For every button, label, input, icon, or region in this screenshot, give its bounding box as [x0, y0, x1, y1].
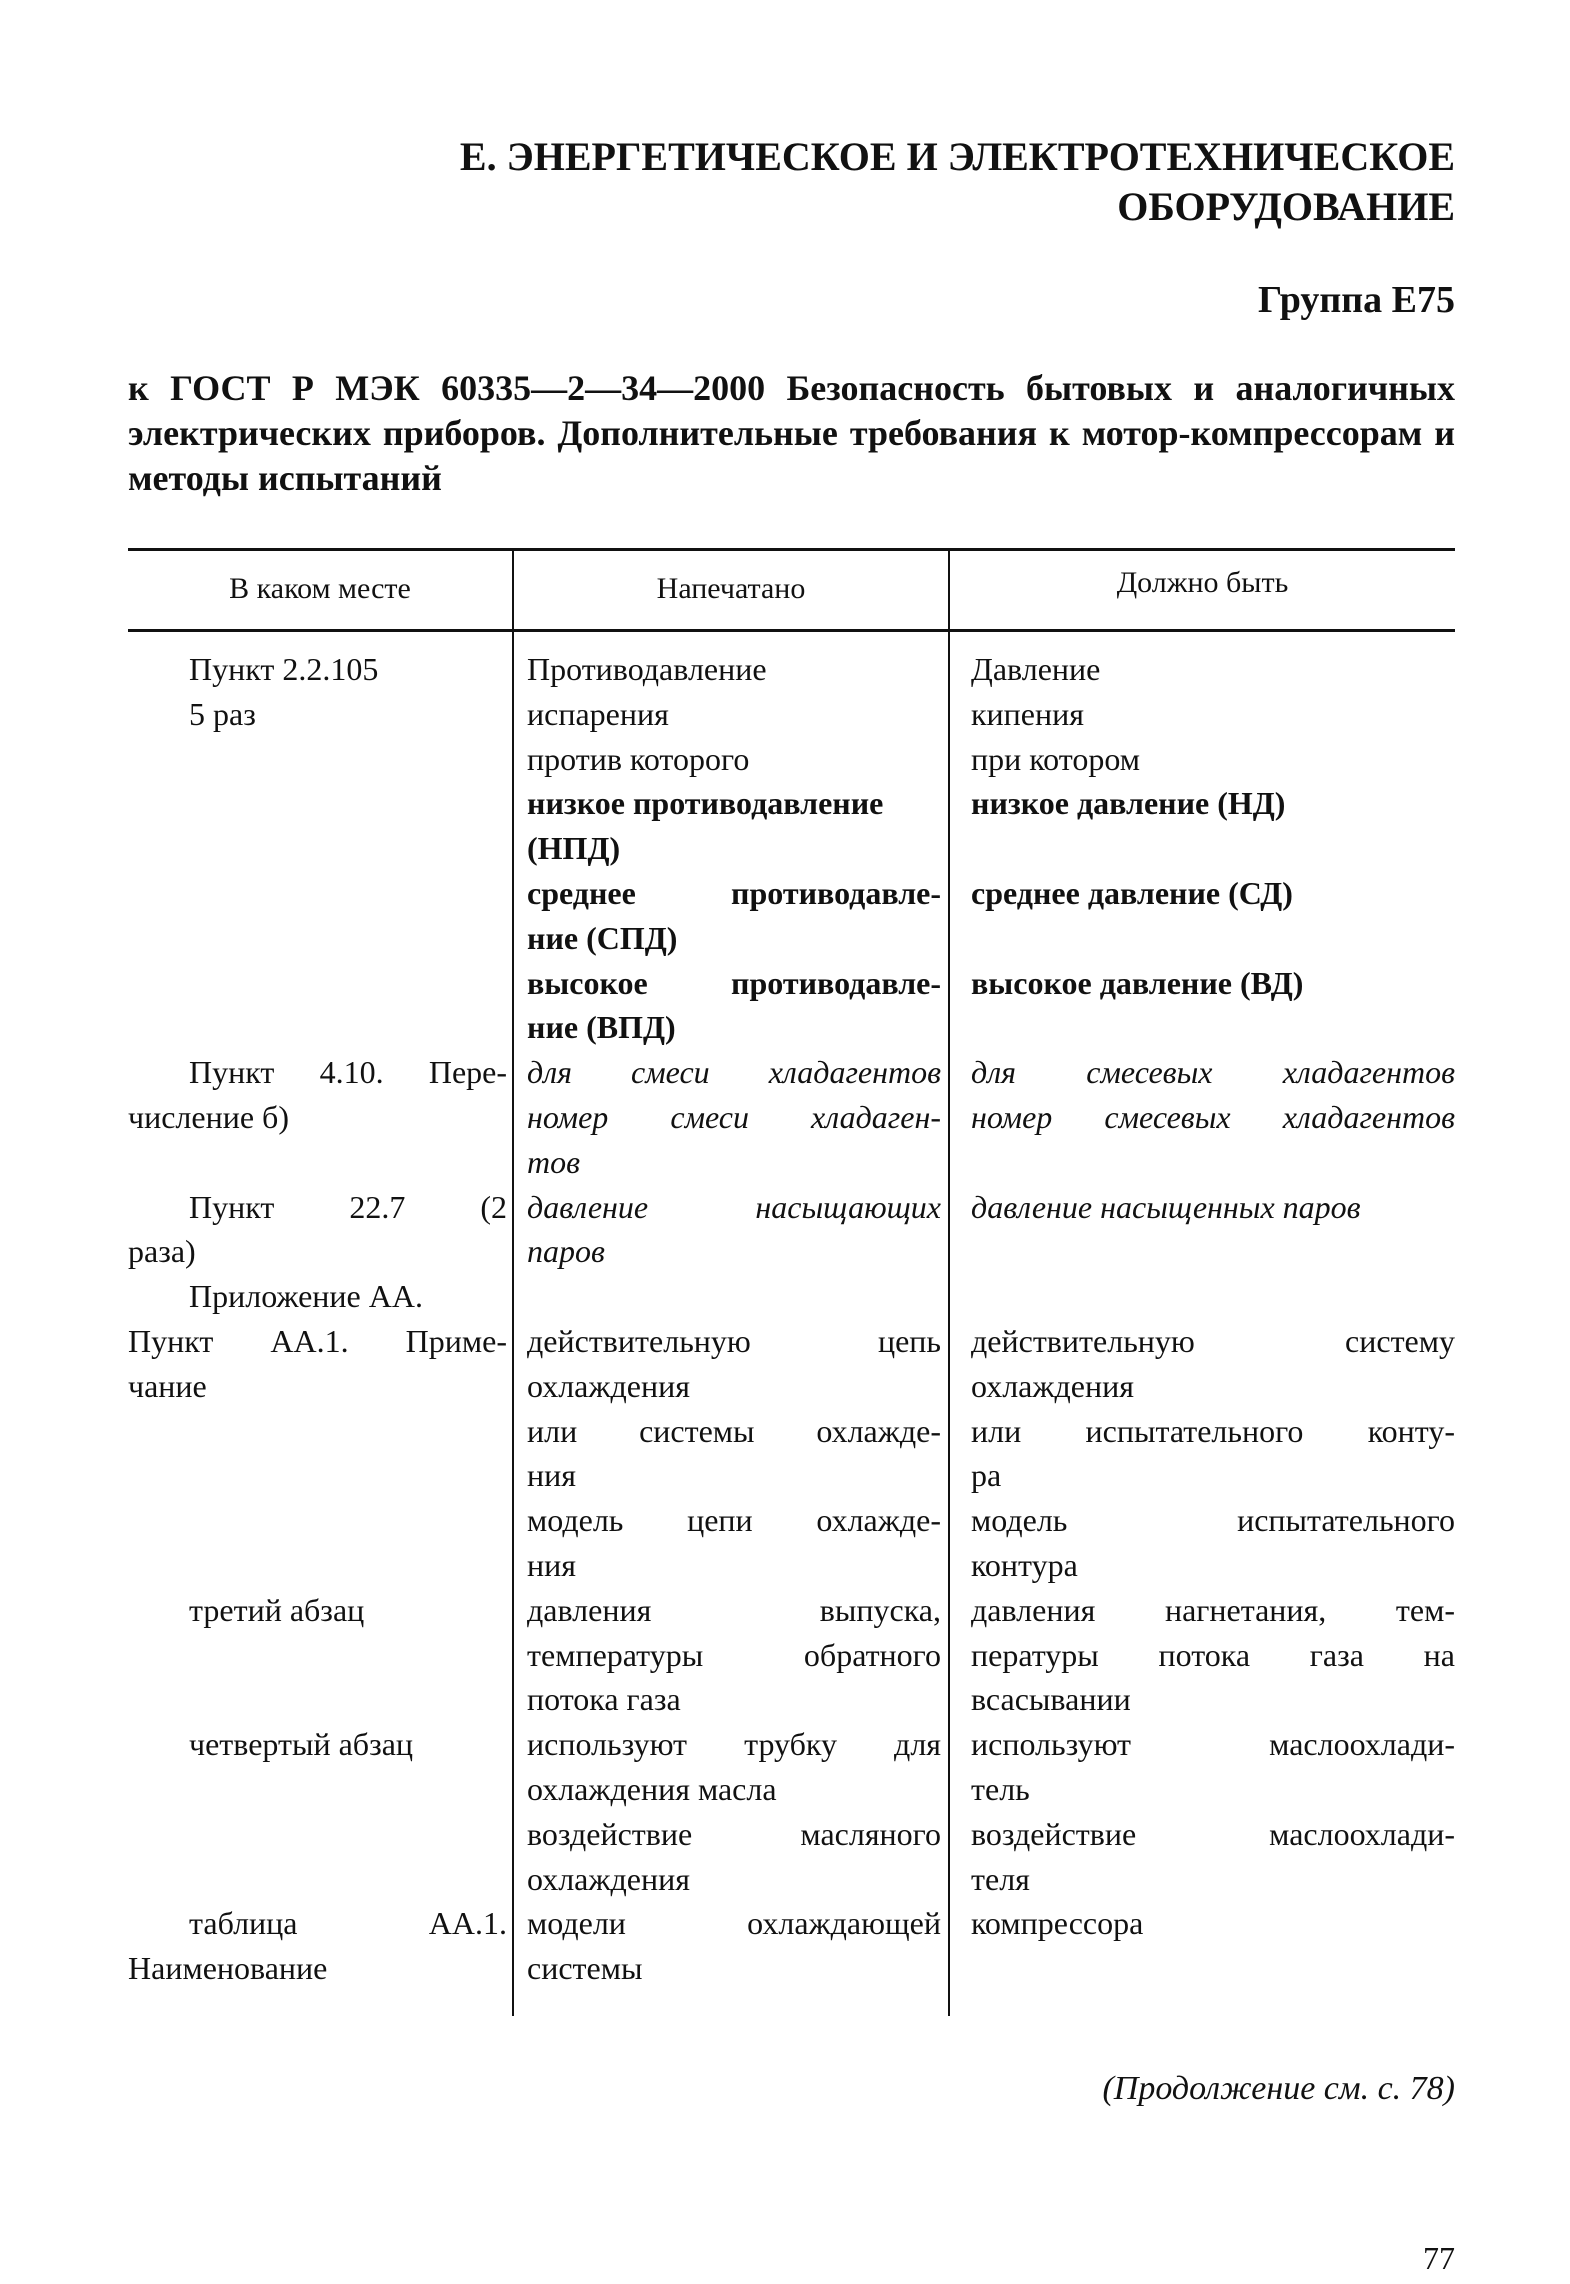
printed-line: охлаждения [527, 1860, 690, 1897]
printed-line: модель цепи охлажде- [527, 1502, 941, 1539]
correct-line: используют маслоохлади- [971, 1726, 1455, 1763]
location-line: 5 раз [189, 695, 256, 732]
location-line: Наименование [128, 1950, 328, 1987]
correct-line: пературы потока газа на [971, 1636, 1455, 1673]
printed-line: ния [527, 1547, 576, 1583]
header-location: В каком месте [229, 572, 411, 605]
correct-line: номер смесевых хладагентов [971, 1099, 1455, 1135]
printed-line: охлаждения масла [527, 1771, 777, 1807]
correct-line: при котором [971, 740, 1140, 777]
location-line: раза) [128, 1233, 196, 1270]
table-top-rule [128, 548, 1455, 551]
printed-line: ние (ВПД) [527, 1009, 676, 1046]
printed-line: для смеси хладагентов [527, 1054, 941, 1091]
correct-line: теля [971, 1860, 1030, 1897]
printed-line: среднее противодавле- [527, 875, 941, 911]
location-line: Пункт 4.10. Пере- [189, 1054, 507, 1091]
printed-line: Противодавление [527, 651, 767, 687]
column-divider [512, 548, 514, 2016]
printed-line: модели охлаждающей [527, 1905, 941, 1942]
printed-line: низкое противодавление [527, 785, 884, 822]
location-line: Пункт АА.1. Приме- [128, 1323, 507, 1359]
printed-line: против которого [527, 740, 750, 777]
location-line: Пункт 22.7 (2 [189, 1188, 507, 1225]
printed-line: ние (СПД) [527, 919, 678, 956]
section-title-line: Е. ЭНЕРГЕТИЧЕСКОЕ И ЭЛЕКТРОТЕХНИЧЕСКОЕ [459, 134, 1455, 179]
printed-line: номер смеси хладаген- [527, 1099, 941, 1135]
printed-line: потока газа [527, 1681, 681, 1718]
location-line: четвертый абзац [189, 1726, 414, 1763]
printed-line: давление насыщающих [527, 1188, 941, 1225]
correct-line: низкое давление (НД) [971, 785, 1286, 822]
correct-line: компрессора [971, 1905, 1144, 1942]
page-number: 77 [1423, 2240, 1455, 2276]
header-printed: Напечатано [656, 572, 806, 605]
correct-line: тель [971, 1771, 1030, 1807]
correct-line: давление насыщенных паров [971, 1188, 1361, 1225]
correct-line: ра [971, 1457, 1002, 1494]
correct-line: всасывании [971, 1681, 1131, 1718]
printed-line: воздействие масляного [527, 1815, 941, 1852]
section-title: Е. ЭНЕРГЕТИЧЕСКОЕ И ЭЛЕКТРОТЕХНИЧЕСКОЕ О… [460, 132, 1455, 232]
correct-line: для смесевых хладагентов [971, 1054, 1455, 1091]
printed-line: действительную цепь [527, 1323, 941, 1359]
printed-line: ния [527, 1457, 576, 1494]
printed-line: охлаждения [527, 1367, 690, 1404]
location-line: чание [128, 1367, 207, 1404]
location-line: Приложение АА. [189, 1278, 423, 1315]
location-line: числение б) [128, 1099, 289, 1135]
printed-line: температуры обратного [527, 1636, 941, 1673]
header-should-be: Должно быть [1116, 566, 1289, 599]
section-title-line: ОБОРУДОВАНИЕ [1117, 184, 1455, 229]
printed-line: высокое противодавле- [527, 964, 941, 1001]
correct-line: давления нагнетания, тем- [971, 1591, 1455, 1628]
correct-line: воздействие маслоохлади- [971, 1815, 1455, 1852]
correct-line: действительную систему [971, 1323, 1455, 1359]
printed-line: (НПД) [527, 830, 621, 867]
correct-line: охлаждения [971, 1367, 1134, 1404]
correct-line: среднее давление (СД) [971, 875, 1293, 911]
correct-line: модель испытательного [971, 1502, 1455, 1539]
correct-line: кипения [971, 695, 1084, 732]
continuation-note: (Продолжение см. с. 78) [1102, 2070, 1455, 2107]
errata-table: В каком месте Напечатано Должно быть Пун… [128, 548, 1455, 2016]
correct-line: Давление [971, 651, 1101, 687]
group-code: Группа Е75 [1257, 279, 1455, 321]
printed-line: давления выпуска, [527, 1591, 941, 1628]
printed-line: системы [527, 1950, 643, 1987]
location-line: третий абзац [189, 1591, 365, 1628]
correct-line: контура [971, 1547, 1078, 1583]
printed-line: или системы охлажде- [527, 1412, 941, 1449]
correct-line: или испытательного конту- [971, 1412, 1455, 1449]
location-line: таблица АА.1. [189, 1905, 507, 1942]
printed-line: паров [527, 1233, 605, 1270]
correct-line: высокое давление (ВД) [971, 964, 1304, 1001]
location-line: Пункт 2.2.105 [189, 651, 379, 687]
column-divider [948, 548, 950, 2016]
printed-line: тов [527, 1143, 580, 1180]
printed-line: используют трубку для [527, 1726, 941, 1763]
table-header-rule [128, 629, 1455, 632]
printed-line: испарения [527, 695, 669, 732]
document-subtitle: к ГОСТ Р МЭК 60335—2—34—2000 Безопасност… [128, 368, 1455, 498]
